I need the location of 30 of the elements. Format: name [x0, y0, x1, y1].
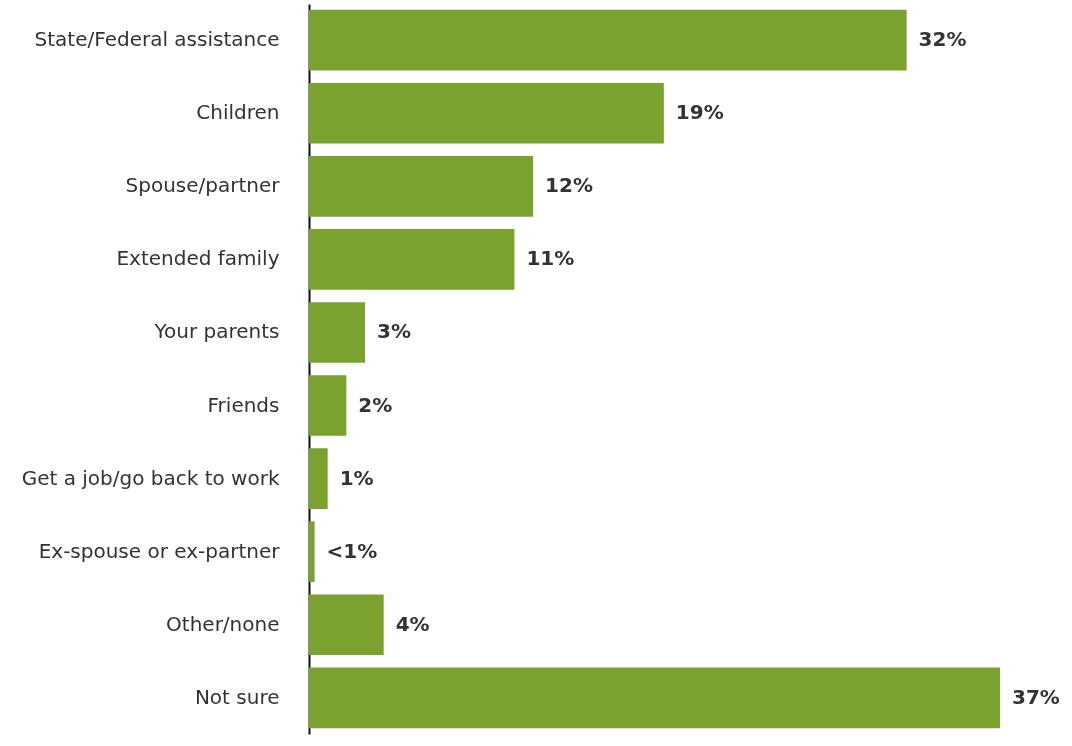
- y-tick-label: Your parents: [153, 319, 280, 344]
- bar: [309, 667, 1000, 729]
- y-tick-label: Other/none: [166, 611, 280, 636]
- data-label: 11%: [526, 246, 575, 271]
- y-tick-label: Not sure: [194, 684, 280, 709]
- data-label: 3%: [377, 319, 411, 344]
- y-tick-label: Friends: [207, 392, 280, 417]
- data-label: <1%: [326, 538, 378, 563]
- data-label: 4%: [395, 611, 430, 636]
- y-tick-label: Get a job/go back to work: [21, 465, 280, 490]
- data-label: 19%: [675, 100, 724, 125]
- data-label: 1%: [339, 465, 374, 490]
- data-label: 12%: [545, 173, 593, 198]
- y-tick-label: Children: [196, 100, 280, 125]
- bar: [309, 521, 315, 583]
- bar: [309, 302, 366, 363]
- bar: [309, 594, 384, 656]
- y-tick-label: Ex-spouse or ex-partner: [38, 538, 281, 563]
- bar: [309, 375, 347, 436]
- bar: [309, 82, 664, 144]
- bar: [309, 448, 328, 509]
- bar: [309, 229, 515, 290]
- data-label: 2%: [358, 392, 393, 417]
- y-tick-label: State/Federal assistance: [34, 27, 280, 52]
- bar: [309, 9, 907, 71]
- data-label: 32%: [918, 27, 967, 52]
- y-tick-label: Spouse/partner: [125, 173, 281, 198]
- y-tick-label: Extended family: [116, 246, 280, 271]
- bar: [309, 155, 534, 217]
- data-label: 37%: [1012, 684, 1060, 709]
